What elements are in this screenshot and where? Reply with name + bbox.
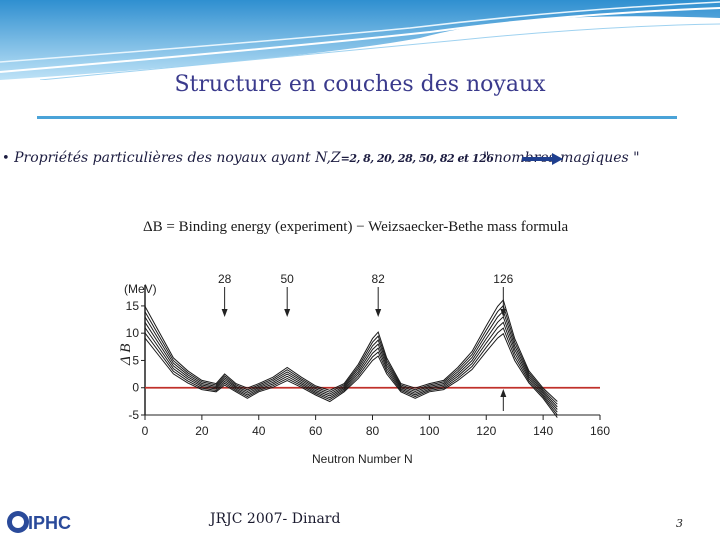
series-line bbox=[144, 332, 558, 418]
y-unit-label: (MeV) bbox=[124, 282, 157, 296]
iphc-logo: IPHC bbox=[7, 511, 71, 533]
x-tick-label: 20 bbox=[195, 424, 209, 438]
y-axis-label: Δ B bbox=[118, 344, 134, 366]
bullet-line: • Propriétés particulières des noyaux ay… bbox=[2, 150, 494, 166]
x-tick-label: 0 bbox=[142, 424, 149, 438]
y-tick-label: 0 bbox=[132, 381, 139, 395]
logo-text: IPHC bbox=[28, 513, 71, 533]
bullet-icon: • bbox=[2, 151, 10, 166]
y-tick-label: -5 bbox=[128, 408, 139, 422]
footer-event: JRJC 2007- Dinard bbox=[210, 511, 341, 527]
title-divider bbox=[37, 116, 677, 119]
x-tick-label: 60 bbox=[309, 424, 323, 438]
series-line bbox=[144, 304, 558, 405]
binding-energy-chart: ΔB = Binding energy (experiment) − Weizs… bbox=[118, 219, 610, 466]
series-line bbox=[144, 327, 558, 416]
magic-number-label: 50 bbox=[281, 272, 295, 286]
x-tick-label: 80 bbox=[366, 424, 380, 438]
series-line bbox=[144, 321, 558, 413]
series-line bbox=[144, 298, 558, 402]
magic-number-label: 82 bbox=[372, 272, 386, 286]
y-tick-label: 5 bbox=[132, 353, 139, 367]
x-tick-label: 100 bbox=[419, 424, 439, 438]
lower-arrowhead bbox=[500, 389, 507, 397]
magic-number-label: 126 bbox=[493, 272, 513, 286]
magic-number-label: 28 bbox=[218, 272, 232, 286]
series-line bbox=[144, 315, 558, 410]
chart-title: ΔB = Binding energy (experiment) − Weizs… bbox=[143, 219, 569, 235]
series-line bbox=[144, 310, 558, 408]
arrow-icon bbox=[522, 153, 563, 165]
annotation-arrowhead bbox=[500, 309, 507, 317]
annotation-arrowhead bbox=[221, 309, 228, 317]
x-tick-label: 160 bbox=[590, 424, 610, 438]
header-banner bbox=[0, 0, 720, 80]
x-tick-label: 140 bbox=[533, 424, 553, 438]
y-tick-label: 15 bbox=[126, 299, 140, 313]
bullet-numbers: =2, 8, 20, 28, 50, 82 et 126 bbox=[340, 152, 494, 165]
annotation-arrowhead bbox=[375, 309, 382, 317]
series-curves bbox=[144, 298, 558, 418]
x-axis-label: Neutron Number N bbox=[312, 452, 413, 466]
annotation-arrowhead bbox=[284, 309, 291, 317]
annotation-arrows: 28 50 82 126 bbox=[218, 272, 514, 411]
page-number: 3 bbox=[676, 517, 683, 530]
y-tick-label: 10 bbox=[126, 326, 140, 340]
slide-title: Structure en couches des noyaux bbox=[174, 72, 546, 97]
x-tick-label: 120 bbox=[476, 424, 496, 438]
x-tick-label: 40 bbox=[252, 424, 266, 438]
bullet-text: Propriétés particulières des noyaux ayan… bbox=[14, 150, 341, 166]
magic-numbers-label: " nombres magiques " bbox=[483, 150, 640, 166]
